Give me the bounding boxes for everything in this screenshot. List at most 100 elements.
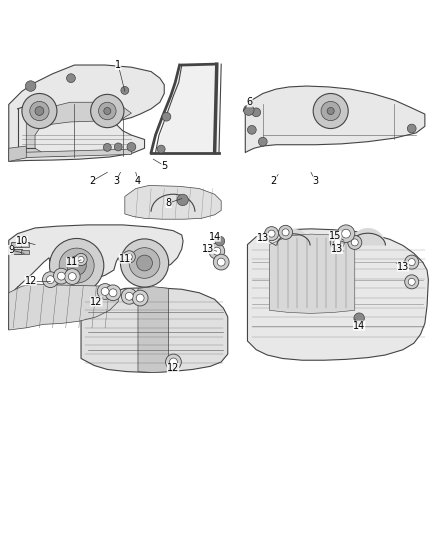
Circle shape xyxy=(35,107,44,115)
Text: 2: 2 xyxy=(271,176,277,186)
Circle shape xyxy=(334,239,341,246)
Circle shape xyxy=(213,254,229,270)
Polygon shape xyxy=(125,185,221,219)
Text: 11: 11 xyxy=(119,254,131,264)
Polygon shape xyxy=(9,284,118,330)
Text: 13: 13 xyxy=(257,233,269,243)
Polygon shape xyxy=(26,102,131,157)
Text: 3: 3 xyxy=(312,176,318,186)
Circle shape xyxy=(123,251,135,263)
Circle shape xyxy=(405,255,419,269)
Text: 13: 13 xyxy=(331,244,343,254)
Text: 13: 13 xyxy=(397,262,409,271)
Circle shape xyxy=(321,101,340,120)
Text: 3: 3 xyxy=(113,176,119,186)
Text: 14: 14 xyxy=(208,232,221,242)
Circle shape xyxy=(337,225,355,243)
Circle shape xyxy=(57,272,65,280)
Circle shape xyxy=(25,81,36,91)
Circle shape xyxy=(217,258,225,266)
Circle shape xyxy=(258,138,267,146)
Circle shape xyxy=(313,93,348,128)
Circle shape xyxy=(67,256,86,275)
Text: 4: 4 xyxy=(135,176,141,186)
Circle shape xyxy=(405,275,419,289)
Text: 12: 12 xyxy=(90,296,102,306)
Text: 9: 9 xyxy=(8,245,14,255)
Circle shape xyxy=(91,94,124,128)
Circle shape xyxy=(46,276,54,284)
Circle shape xyxy=(330,236,344,249)
Text: 13: 13 xyxy=(202,244,214,254)
Circle shape xyxy=(49,238,104,293)
Circle shape xyxy=(75,253,87,265)
Circle shape xyxy=(247,125,256,134)
Circle shape xyxy=(78,256,84,263)
Circle shape xyxy=(408,259,415,265)
Circle shape xyxy=(68,273,76,280)
Circle shape xyxy=(105,285,121,301)
Text: 15: 15 xyxy=(329,231,341,241)
Polygon shape xyxy=(9,146,26,161)
Circle shape xyxy=(177,194,188,206)
Circle shape xyxy=(132,290,148,306)
Circle shape xyxy=(120,239,169,287)
Circle shape xyxy=(351,239,358,246)
Circle shape xyxy=(109,289,117,297)
FancyBboxPatch shape xyxy=(21,243,29,247)
Text: 6: 6 xyxy=(247,97,253,107)
Circle shape xyxy=(209,243,225,259)
Text: 10: 10 xyxy=(16,236,28,246)
Circle shape xyxy=(137,255,152,271)
Circle shape xyxy=(407,124,416,133)
Circle shape xyxy=(408,278,415,285)
Circle shape xyxy=(279,225,293,239)
Circle shape xyxy=(129,248,160,278)
Wedge shape xyxy=(350,228,385,246)
Circle shape xyxy=(67,74,75,83)
Circle shape xyxy=(136,294,144,302)
Circle shape xyxy=(213,247,221,255)
Circle shape xyxy=(114,143,122,151)
Text: 11: 11 xyxy=(66,257,78,267)
Polygon shape xyxy=(138,287,169,373)
Circle shape xyxy=(64,269,80,285)
Polygon shape xyxy=(9,225,183,330)
Text: 1: 1 xyxy=(115,60,121,70)
Circle shape xyxy=(126,254,132,260)
Text: 14: 14 xyxy=(353,321,365,330)
Circle shape xyxy=(22,93,57,128)
Circle shape xyxy=(170,358,177,366)
Circle shape xyxy=(42,272,58,287)
Text: 12: 12 xyxy=(167,363,179,373)
Polygon shape xyxy=(13,149,131,158)
Circle shape xyxy=(268,230,275,237)
Circle shape xyxy=(265,227,279,241)
Circle shape xyxy=(342,229,350,238)
Wedge shape xyxy=(277,229,310,246)
Polygon shape xyxy=(269,234,355,313)
Circle shape xyxy=(101,287,109,295)
Circle shape xyxy=(215,236,225,246)
Circle shape xyxy=(252,108,261,117)
Text: 2: 2 xyxy=(89,176,95,186)
Circle shape xyxy=(282,229,289,236)
Circle shape xyxy=(125,292,133,300)
Circle shape xyxy=(121,288,137,304)
Circle shape xyxy=(162,112,171,121)
Circle shape xyxy=(157,145,165,153)
Circle shape xyxy=(244,105,254,115)
Polygon shape xyxy=(81,287,228,373)
Text: 12: 12 xyxy=(25,276,37,286)
Circle shape xyxy=(99,102,116,120)
Circle shape xyxy=(104,108,111,115)
Circle shape xyxy=(53,268,69,284)
Text: 8: 8 xyxy=(166,198,172,208)
Circle shape xyxy=(103,143,111,151)
Polygon shape xyxy=(9,65,164,161)
FancyBboxPatch shape xyxy=(11,249,22,254)
Text: 5: 5 xyxy=(161,161,167,171)
Circle shape xyxy=(354,313,364,324)
Circle shape xyxy=(97,284,113,300)
Circle shape xyxy=(348,236,362,249)
